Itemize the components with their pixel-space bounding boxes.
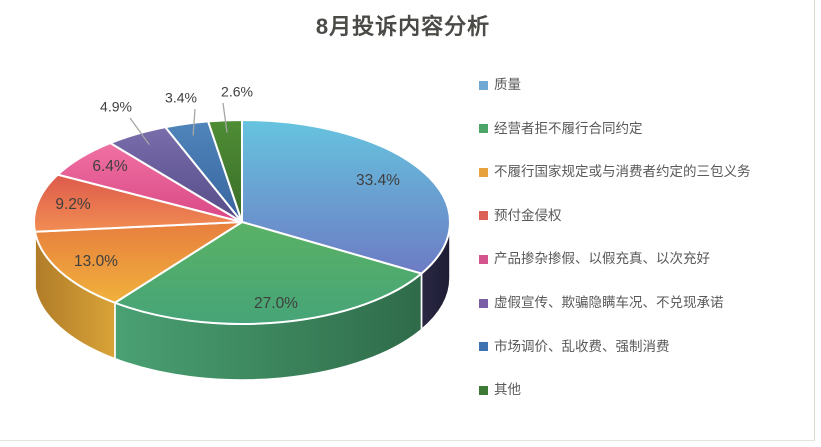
legend-item: 不履行国家规定或与消费者约定的三包义务 (479, 164, 751, 180)
pct-label: 6.4% (92, 158, 128, 175)
pct-label: 2.6% (221, 84, 253, 100)
legend-item: 质量 (479, 77, 521, 93)
legend-swatch (479, 211, 488, 221)
legend-label: 质量 (494, 77, 521, 92)
pie-slice (33, 173, 243, 233)
legend-label: 其他 (494, 382, 521, 398)
leader-line (192, 108, 196, 136)
legend-label: 虚假宣传、欺骗隐瞒车况、不兑现承诺 (494, 295, 724, 310)
legend-swatch (479, 80, 488, 90)
legend-label: 产品掺杂掺假、以假充真、以次充好 (494, 251, 710, 267)
legend-swatch (479, 167, 488, 177)
legend-item: 虚假宣传、欺骗隐瞒车况、不兑现承诺 (479, 295, 724, 311)
leader-line (222, 102, 228, 133)
legend-label: 不履行国家规定或与消费者约定的三包义务 (494, 164, 751, 180)
legend-item: 产品掺杂掺假、以假充真、以次充好 (479, 251, 710, 267)
legend-item: 经营者拒不履行合同约定 (479, 121, 643, 137)
legend-item: 预付金侵权 (479, 208, 562, 224)
leader-line (129, 117, 150, 146)
pct-label: 27.0% (254, 295, 298, 312)
pct-label: 4.9% (100, 99, 132, 115)
legend-item: 其他 (479, 382, 521, 398)
pie-slice (113, 221, 423, 325)
legend-label: 经营者拒不履行合同约定 (494, 120, 643, 136)
legend-item: 市场调价、乱收费、强制消费 (479, 339, 670, 355)
legend-swatch (479, 298, 488, 308)
pie-slice (241, 119, 451, 275)
legend-swatch (479, 385, 488, 395)
pct-label: 3.4% (165, 90, 197, 106)
chart-legend: 质量经营者拒不履行合同约定不履行国家规定或与消费者约定的三包义务 预付金侵权产品掺… (479, 0, 809, 447)
pct-label: 33.4% (356, 172, 400, 189)
chart-title: 8月投诉内容分析 (315, 14, 491, 39)
pct-label: 9.2% (55, 196, 91, 213)
legend-swatch (479, 342, 488, 352)
pct-label: 13.0% (74, 253, 118, 270)
legend-swatch (479, 124, 488, 134)
legend-label: 市场调价、乱收费、强制消费 (494, 338, 670, 354)
legend-swatch (479, 254, 488, 264)
legend-label: 预付金侵权 (494, 207, 562, 223)
pie-slice (33, 221, 243, 304)
